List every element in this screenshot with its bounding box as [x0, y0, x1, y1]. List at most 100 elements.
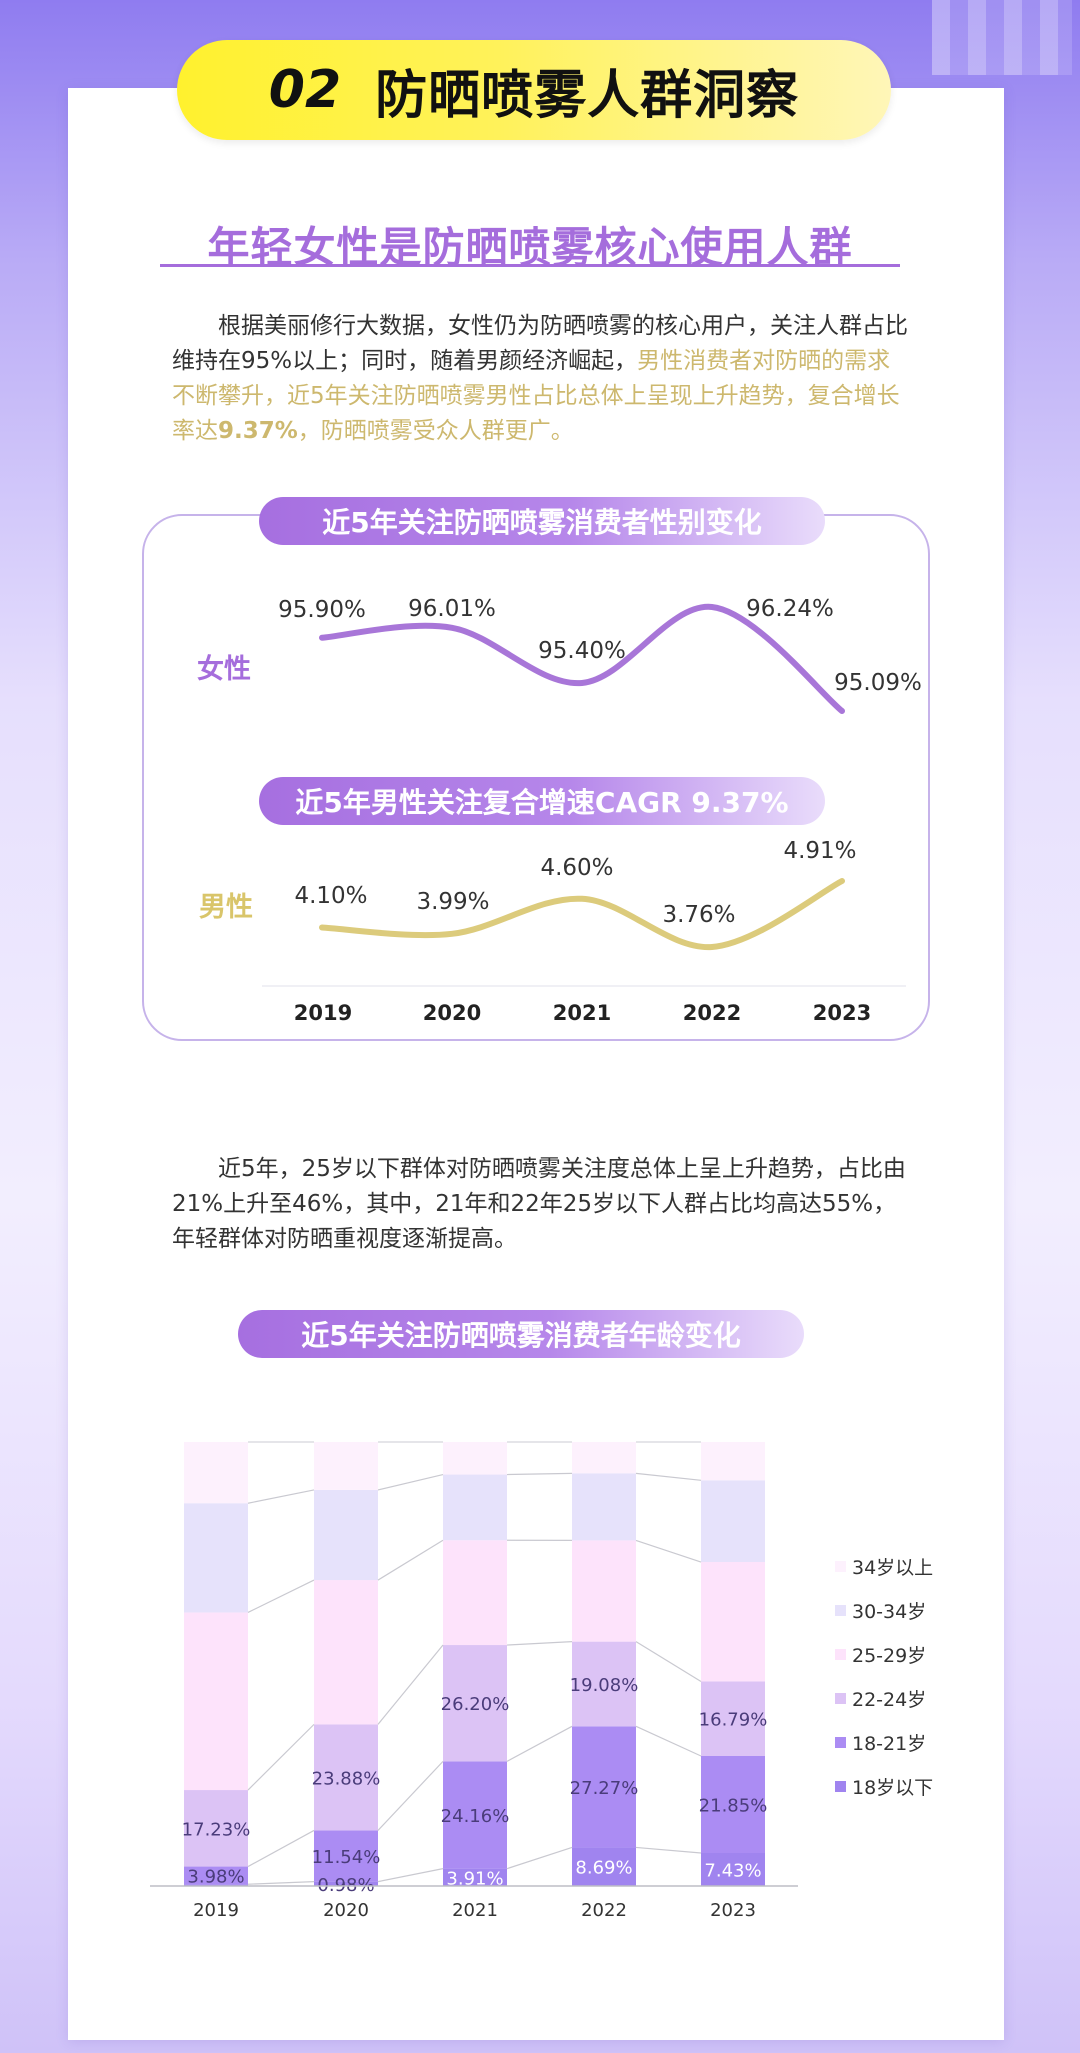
- intro-paragraph: 根据美丽修行大数据，女性仍为防晒喷雾的核心用户，关注人群占比维持在95%以上；同…: [172, 309, 912, 449]
- bar-segment-34岁以上: [314, 1442, 378, 1490]
- bar-segment-22-24岁: [314, 1724, 378, 1831]
- bar-segment-18-21岁: [701, 1755, 765, 1854]
- legend-item: 30-34岁: [835, 1588, 933, 1632]
- bar-segment-25-29岁: [701, 1562, 765, 1682]
- gender-x-tick: 2019: [294, 1001, 352, 1025]
- bar-segment-30-34岁: [314, 1489, 378, 1581]
- age-x-tick: 2020: [323, 1900, 369, 1921]
- male-value-label: 4.91%: [783, 838, 856, 864]
- legend-item: 34岁以上: [835, 1544, 933, 1588]
- legend-label: 30-34岁: [852, 1600, 927, 1623]
- legend-swatch: [835, 1560, 846, 1572]
- legend-swatch: [835, 1692, 846, 1704]
- stack-connector: [377, 1760, 444, 1831]
- gender-line-chart: 95.90% 96.01% 95.40% 96.24% 95.09% 4.10% 3.99%…: [262, 596, 922, 1025]
- bar-segment-30-34岁: [572, 1473, 636, 1541]
- stack-connector: [377, 1644, 444, 1725]
- bar-segment-18岁以下: [701, 1853, 765, 1886]
- bar-value-label: 3.98%: [187, 1866, 244, 1887]
- bar-segment-34岁以上: [701, 1442, 765, 1481]
- bar-segment-18岁以下: [314, 1881, 378, 1886]
- stack-connector: [247, 1489, 315, 1504]
- gender-x-tick: 2020: [423, 1001, 481, 1025]
- female-value-label: 96.24%: [746, 596, 834, 622]
- legend-swatch: [835, 1736, 846, 1748]
- bar-segment-18-21岁: [443, 1761, 507, 1869]
- legend-label: 34岁以上: [852, 1556, 934, 1579]
- bar-segment-25-29岁: [314, 1580, 378, 1725]
- intro-highlight: 男性消费者对防晒的需求不断攀升，近5年关注防晒喷雾男性占比总体上呈现上升趋势，复…: [172, 348, 900, 444]
- female-value-label: 95.90%: [278, 597, 366, 623]
- intro-highlight-bold: 9.37%: [218, 418, 298, 444]
- bar-value-label: 23.88%: [312, 1768, 381, 1789]
- intro-text: 根据美丽修行大数据，女性仍为防晒喷雾的核心用户，关注人群占比维持在95%以上；同…: [172, 313, 908, 374]
- bar-segment-18岁以下: [443, 1868, 507, 1886]
- section-title: 年轻女性是防晒喷雾核心使用人群: [207, 223, 853, 272]
- bar-segment-25-29岁: [443, 1540, 507, 1646]
- age-x-tick: 2022: [581, 1900, 627, 1921]
- bar-segment-18-21岁: [314, 1830, 378, 1882]
- bar-segment-30-34岁: [184, 1503, 248, 1613]
- bar-value-label: 3.91%: [446, 1868, 503, 1889]
- legend-swatch: [835, 1604, 846, 1616]
- page-title: 防晒喷雾人群洞察: [375, 65, 800, 126]
- bar-segment-30-34岁: [443, 1474, 507, 1541]
- male-value-label: 3.99%: [416, 889, 489, 915]
- legend-item: 22-24岁: [835, 1676, 933, 1720]
- bar-value-label: 17.23%: [182, 1819, 251, 1840]
- male-value-label: 4.10%: [294, 883, 367, 909]
- legend-label: 18-21岁: [852, 1732, 927, 1755]
- stack-connector: [506, 1472, 573, 1476]
- section-number: 02: [268, 60, 342, 120]
- gender-chart-title: 近5年关注防晒喷雾消费者性别变化: [259, 497, 825, 545]
- male-label: 男性: [199, 892, 253, 923]
- legend-item: 18-21岁: [835, 1720, 933, 1764]
- stack-connector: [635, 1539, 702, 1563]
- bar-segment-18岁以下: [572, 1847, 636, 1886]
- female-value-label: 95.09%: [834, 670, 922, 696]
- stack-connector: [635, 1472, 702, 1481]
- male-value-label: 4.60%: [540, 855, 613, 881]
- stack-connector: [377, 1868, 444, 1883]
- stack-connector: [247, 1579, 315, 1613]
- watermark-decoration: [932, 0, 1072, 75]
- gender-x-tick: 2022: [683, 1001, 741, 1025]
- bar-segment-22-24岁: [443, 1645, 507, 1762]
- age-legend: 34岁以上 30-34岁 25-29岁 22-24岁 18-21岁 18岁以下: [835, 1544, 933, 1808]
- female-label: 女性: [197, 654, 251, 685]
- age-chart-title: 近5年关注防晒喷雾消费者年龄变化: [238, 1310, 804, 1358]
- stack-connector: [247, 1829, 315, 1868]
- stack-connector: [247, 1881, 315, 1885]
- gender-x-tick: 2023: [813, 1001, 871, 1025]
- bar-value-label: 11.54%: [312, 1847, 381, 1868]
- stack-connector: [506, 1641, 573, 1646]
- bar-segment-34岁以上: [184, 1442, 248, 1504]
- bar-value-label: 21.85%: [699, 1796, 768, 1817]
- age-x-tick: 2023: [710, 1900, 756, 1921]
- bar-segment-18-21岁: [572, 1726, 636, 1848]
- bar-segment-34岁以上: [443, 1442, 507, 1475]
- bar-value-label: 19.08%: [570, 1675, 639, 1696]
- stack-connector: [635, 1846, 702, 1854]
- header-banner: 02 防晒喷雾人群洞察: [177, 40, 891, 140]
- bar-segment-25-29岁: [184, 1612, 248, 1791]
- legend-swatch: [835, 1780, 846, 1792]
- male-value-label: 3.76%: [662, 902, 735, 928]
- stack-connector: [635, 1725, 702, 1757]
- stack-connector: [635, 1641, 702, 1682]
- bar-value-label: 26.20%: [441, 1694, 510, 1715]
- stack-connector: [377, 1473, 444, 1491]
- bar-value-label: 24.16%: [441, 1806, 510, 1827]
- stack-connector: [506, 1846, 573, 1870]
- age-x-tick: 2021: [452, 1900, 498, 1921]
- legend-item: 25-29岁: [835, 1632, 933, 1676]
- bar-segment-25-29岁: [572, 1540, 636, 1642]
- legend-label: 18岁以下: [852, 1776, 934, 1799]
- bar-segment-18岁以下: [184, 1884, 248, 1886]
- female-value-label: 95.40%: [538, 638, 626, 664]
- bar-segment-34岁以上: [572, 1442, 636, 1474]
- bar-segment-18-21岁: [184, 1866, 248, 1885]
- gender-x-tick: 2021: [553, 1001, 611, 1025]
- bar-value-label: 7.43%: [704, 1861, 761, 1882]
- bar-value-label: 8.69%: [575, 1858, 632, 1879]
